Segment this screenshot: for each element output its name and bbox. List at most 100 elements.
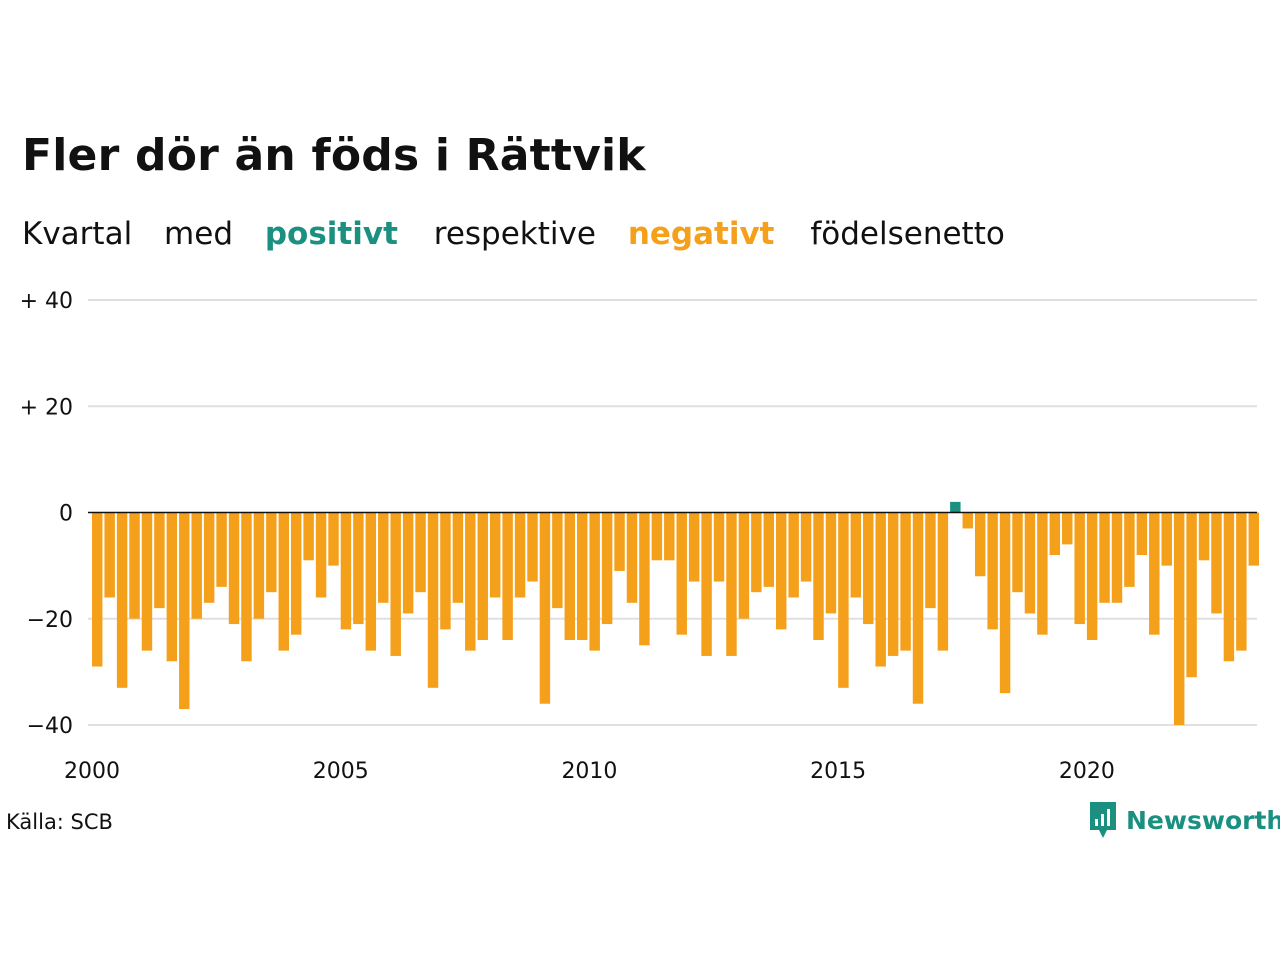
- bar-negative: [552, 512, 563, 609]
- bar-negative: [788, 512, 799, 598]
- bar-negative: [315, 512, 327, 598]
- bar-negative: [465, 512, 476, 651]
- bar-negative: [1024, 512, 1036, 614]
- bar-negative: [166, 512, 178, 662]
- y-tick-label: 0: [59, 502, 73, 527]
- bar-negative: [477, 512, 488, 640]
- bar-negative: [912, 512, 924, 704]
- bar-negative: [626, 512, 638, 603]
- bar-negative: [365, 512, 377, 651]
- bar-negative: [278, 512, 289, 651]
- bar-negative: [825, 512, 837, 614]
- bar-negative: [1149, 512, 1160, 635]
- bar-negative: [863, 512, 874, 625]
- y-tick-label: −20: [27, 608, 73, 633]
- bar-negative: [564, 512, 576, 640]
- y-tick-label: + 40: [20, 289, 73, 314]
- bar-chart: + 40 + 20 0 −20 −40 2000 2005 2010 2015 2020: [20, 289, 1260, 784]
- x-axis-labels: 2000 2005 2010 2015 2020: [64, 759, 1115, 784]
- bar-negative: [1049, 512, 1061, 555]
- bar-negative: [141, 512, 153, 651]
- bar-negative: [440, 512, 451, 630]
- bar-negative: [216, 512, 227, 587]
- brand-name: Newsworthy: [1126, 805, 1280, 835]
- bar-negative: [738, 512, 750, 619]
- bar-negative: [1236, 512, 1247, 651]
- bar-negative: [154, 512, 165, 609]
- x-tick-label: 2015: [810, 759, 866, 784]
- subtitle-word-fodelsenetto: födelsenetto: [810, 216, 1005, 252]
- bar-negative: [415, 512, 426, 593]
- bar-negative: [1111, 512, 1123, 603]
- bar-negative: [800, 512, 812, 582]
- x-tick-label: 2010: [561, 759, 617, 784]
- bar-negative: [179, 512, 190, 710]
- bar-negative: [1062, 512, 1073, 545]
- bar-negative: [92, 512, 103, 667]
- bar-negative: [589, 512, 600, 651]
- bar-negative: [664, 512, 675, 561]
- bar-negative: [378, 512, 389, 603]
- bar-positive: [950, 501, 961, 513]
- bar-negative: [1124, 512, 1135, 587]
- x-tick-label: 2020: [1059, 759, 1115, 784]
- y-tick-label: + 20: [20, 395, 73, 420]
- bar-negative: [875, 512, 886, 667]
- bar-negative: [328, 512, 339, 566]
- chart-title: Fler dör än föds i Rättvik: [22, 130, 646, 181]
- bar-negative: [651, 512, 663, 561]
- bar-negative: [1074, 512, 1085, 625]
- x-tick-label: 2005: [313, 759, 369, 784]
- bar-negative: [191, 512, 202, 619]
- subtitle-word-respektive: respektive: [433, 216, 596, 252]
- bar-negative: [726, 512, 737, 656]
- bar-negative: [253, 512, 265, 619]
- bar-negative: [999, 512, 1011, 694]
- bar-negative: [775, 512, 787, 630]
- bar-negative: [1211, 512, 1222, 614]
- bar-negative: [129, 512, 140, 619]
- bar-negative: [1099, 512, 1110, 603]
- bar-negative: [1223, 512, 1235, 662]
- bar-negative: [452, 512, 464, 603]
- bar-negative: [1173, 512, 1185, 725]
- bar-negative: [614, 512, 625, 571]
- bar-negative: [925, 512, 936, 609]
- bar-negative: [1186, 512, 1197, 678]
- bar-negative: [514, 512, 526, 598]
- bar-negative: [539, 512, 551, 704]
- bar-negative: [290, 512, 302, 635]
- bar-negative: [303, 512, 314, 561]
- subtitle-positive-word: positivt: [264, 216, 398, 252]
- subtitle-word-med: med: [164, 216, 233, 252]
- x-tick-label: 2000: [64, 759, 120, 784]
- bar-negative: [203, 512, 215, 603]
- bar-negative: [688, 512, 700, 582]
- bar-negative: [713, 512, 725, 582]
- bar-negative: [962, 512, 973, 529]
- bar-negative: [266, 512, 277, 593]
- bar-negative: [1012, 512, 1023, 593]
- bar-negative: [601, 512, 613, 625]
- bar-negative: [937, 512, 949, 651]
- bar-negative: [639, 512, 650, 646]
- bar-negative: [1086, 512, 1098, 640]
- bar-negative: [116, 512, 128, 688]
- bar-negative: [402, 512, 414, 614]
- bar-negative: [340, 512, 352, 630]
- bar-negative: [838, 512, 849, 688]
- bar-negative: [763, 512, 774, 587]
- y-axis-labels: + 40 + 20 0 −20 −40: [20, 289, 73, 739]
- subtitle-word-kvartal: Kvartal: [22, 216, 133, 252]
- bar-negative: [489, 512, 501, 598]
- y-tick-label: −40: [27, 714, 73, 739]
- bar-negative: [1198, 512, 1210, 561]
- bar-negative: [1037, 512, 1048, 635]
- bar-negative: [577, 512, 588, 640]
- bar-negative: [813, 512, 824, 640]
- bar-negative: [427, 512, 439, 688]
- bar-negative: [1248, 512, 1260, 566]
- brand-logo: Newsworthy: [1088, 800, 1280, 840]
- bar-negative: [390, 512, 401, 656]
- bar-negative: [900, 512, 911, 651]
